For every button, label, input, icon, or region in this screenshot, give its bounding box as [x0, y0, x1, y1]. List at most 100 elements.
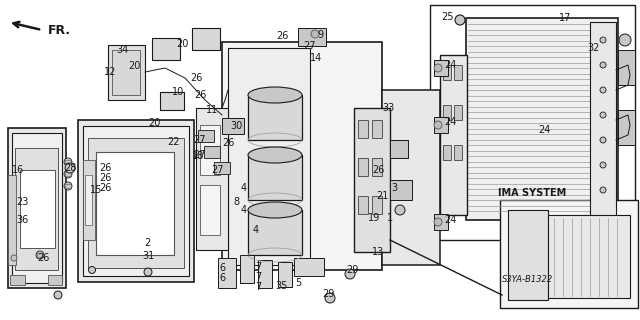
Text: 36: 36	[16, 215, 28, 225]
Text: 7: 7	[255, 282, 261, 292]
Text: 35: 35	[276, 281, 288, 291]
Text: 15: 15	[90, 185, 102, 195]
Text: 27: 27	[212, 165, 224, 175]
Bar	[37, 253, 43, 257]
Bar	[358, 120, 368, 138]
Circle shape	[64, 158, 72, 166]
Bar	[88, 138, 184, 268]
Bar	[454, 65, 462, 80]
Text: 21: 21	[376, 191, 388, 201]
Bar	[372, 196, 382, 214]
Text: 6: 6	[219, 263, 225, 273]
Bar	[248, 95, 302, 140]
Bar	[443, 105, 451, 120]
Text: 26: 26	[222, 138, 234, 148]
Text: 4: 4	[253, 225, 259, 235]
Bar	[83, 160, 95, 240]
Text: 14: 14	[310, 53, 322, 63]
Bar	[508, 210, 548, 300]
Bar	[248, 155, 302, 200]
Text: 19: 19	[368, 213, 380, 223]
Bar	[294, 258, 324, 276]
Text: 7: 7	[255, 262, 261, 272]
Ellipse shape	[248, 87, 302, 103]
Bar	[240, 255, 254, 283]
Bar	[83, 126, 189, 276]
Text: 5: 5	[295, 278, 301, 288]
Text: 18: 18	[192, 151, 204, 161]
Circle shape	[600, 37, 606, 43]
Bar	[12, 133, 62, 283]
Circle shape	[11, 255, 17, 261]
Bar	[443, 65, 451, 80]
Text: 4: 4	[241, 183, 247, 193]
Bar	[466, 18, 618, 220]
Bar	[85, 175, 92, 225]
Bar	[372, 120, 382, 138]
Text: 27: 27	[304, 41, 316, 51]
Bar	[358, 196, 368, 214]
Bar	[434, 117, 448, 133]
Bar	[65, 160, 71, 164]
Text: 16: 16	[12, 165, 24, 175]
Text: 29: 29	[346, 265, 358, 275]
Bar	[454, 105, 462, 120]
Text: 13: 13	[372, 247, 384, 257]
Circle shape	[88, 267, 95, 274]
Bar	[78, 120, 194, 282]
Bar	[440, 55, 467, 215]
Circle shape	[311, 30, 319, 38]
Ellipse shape	[248, 147, 302, 163]
Bar	[228, 48, 310, 265]
Circle shape	[600, 162, 606, 168]
Bar	[204, 146, 220, 158]
Text: IMA SYSTEM: IMA SYSTEM	[498, 188, 566, 198]
Bar	[248, 210, 302, 255]
Circle shape	[600, 187, 606, 193]
Bar	[152, 38, 180, 60]
Text: 24: 24	[444, 117, 456, 127]
Bar	[65, 172, 71, 176]
Text: S3YA-B1322: S3YA-B1322	[502, 276, 554, 284]
Circle shape	[619, 34, 631, 46]
Text: 4: 4	[241, 205, 247, 215]
Circle shape	[36, 251, 44, 259]
Text: 1: 1	[387, 213, 393, 223]
Bar	[222, 42, 382, 270]
Text: 20: 20	[176, 39, 188, 49]
Text: 6: 6	[219, 273, 225, 283]
Text: 17: 17	[559, 13, 571, 23]
Text: 27: 27	[194, 150, 206, 160]
Circle shape	[455, 15, 465, 25]
Bar	[65, 184, 71, 188]
Text: FR.: FR.	[48, 24, 71, 37]
Bar	[434, 214, 448, 230]
Text: 29: 29	[322, 289, 334, 299]
Bar	[618, 110, 635, 145]
Circle shape	[54, 291, 62, 299]
Bar	[196, 108, 228, 250]
Bar	[258, 260, 272, 288]
Bar	[48, 275, 62, 285]
Circle shape	[65, 163, 75, 173]
Bar	[8, 128, 66, 288]
Text: 23: 23	[16, 197, 28, 207]
Bar	[200, 125, 220, 175]
Bar	[15, 148, 58, 270]
Text: 2: 2	[144, 238, 150, 248]
Bar	[382, 90, 440, 265]
Text: 31: 31	[142, 251, 154, 261]
Ellipse shape	[248, 202, 302, 218]
Bar	[548, 215, 630, 298]
Bar	[20, 170, 55, 248]
Bar	[112, 50, 140, 95]
Text: 33: 33	[382, 103, 394, 113]
Circle shape	[144, 268, 152, 276]
Text: 27: 27	[194, 135, 206, 145]
Text: 26: 26	[194, 90, 206, 100]
Bar	[214, 162, 230, 174]
Text: 34: 34	[116, 45, 128, 55]
Bar	[160, 92, 184, 110]
Circle shape	[434, 64, 442, 72]
Circle shape	[434, 121, 442, 129]
